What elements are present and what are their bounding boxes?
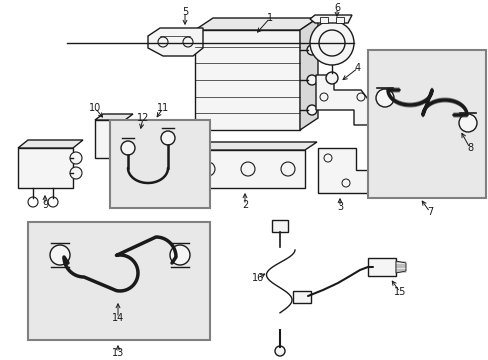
Text: 10: 10 [89, 103, 101, 113]
Circle shape [161, 131, 175, 145]
Text: 5: 5 [182, 7, 188, 17]
Text: 14: 14 [112, 313, 124, 323]
Bar [28, 222, 209, 340]
Text: 13: 13 [112, 348, 124, 358]
Text: 8: 8 [466, 143, 472, 153]
Polygon shape [395, 261, 405, 273]
Circle shape [170, 245, 190, 265]
Bar [319, 17, 327, 23]
Bar [110, 120, 209, 208]
Bar [367, 258, 395, 276]
Text: 11: 11 [157, 103, 169, 113]
Bar [271, 220, 287, 232]
Circle shape [318, 30, 345, 56]
Circle shape [375, 89, 393, 107]
Text: 6: 6 [333, 3, 339, 13]
Polygon shape [148, 28, 203, 56]
Text: 9: 9 [42, 200, 48, 210]
Circle shape [50, 245, 70, 265]
Polygon shape [195, 18, 317, 30]
Circle shape [121, 141, 135, 155]
Circle shape [306, 75, 316, 85]
Text: 15: 15 [393, 287, 406, 297]
Text: 7: 7 [426, 207, 432, 217]
Text: 12: 12 [137, 113, 149, 123]
Bar [367, 50, 485, 198]
Circle shape [458, 114, 476, 132]
Circle shape [70, 152, 82, 164]
Circle shape [274, 346, 285, 356]
Text: 2: 2 [242, 200, 247, 210]
Bar [95, 120, 125, 158]
Polygon shape [18, 140, 83, 148]
Bar [190, 150, 305, 188]
Bar [195, 30, 299, 130]
Circle shape [70, 167, 82, 179]
Text: 4: 4 [354, 63, 360, 73]
Circle shape [306, 105, 316, 115]
Polygon shape [190, 142, 316, 150]
Text: 1: 1 [266, 13, 272, 23]
Polygon shape [309, 15, 351, 23]
Circle shape [306, 45, 316, 55]
Text: 3: 3 [336, 202, 343, 212]
Polygon shape [317, 148, 372, 193]
Polygon shape [315, 75, 370, 125]
Polygon shape [95, 114, 133, 120]
Circle shape [309, 21, 353, 65]
Circle shape [325, 72, 337, 84]
Bar [292, 291, 310, 303]
Polygon shape [299, 18, 317, 130]
Text: 16: 16 [251, 273, 264, 283]
Bar [335, 17, 343, 23]
Bar [18, 148, 73, 188]
